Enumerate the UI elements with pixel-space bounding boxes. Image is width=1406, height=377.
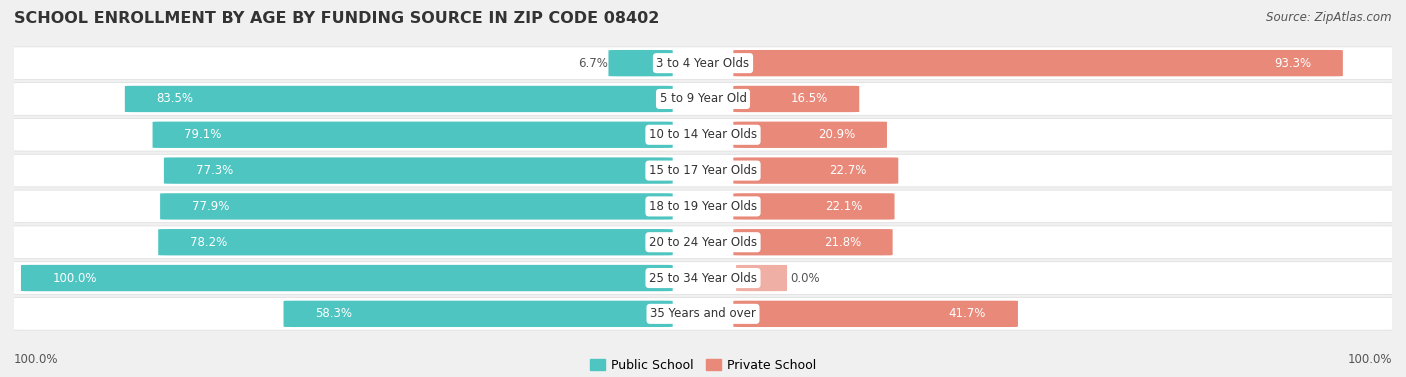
FancyBboxPatch shape	[4, 226, 1402, 259]
FancyBboxPatch shape	[734, 86, 859, 112]
FancyBboxPatch shape	[4, 262, 1402, 294]
FancyBboxPatch shape	[4, 118, 1402, 151]
Text: 6.7%: 6.7%	[579, 57, 609, 70]
FancyBboxPatch shape	[4, 154, 1402, 187]
FancyBboxPatch shape	[4, 297, 1402, 330]
FancyBboxPatch shape	[734, 301, 1018, 327]
Text: 79.1%: 79.1%	[184, 128, 222, 141]
Text: 22.1%: 22.1%	[825, 200, 863, 213]
Text: 83.5%: 83.5%	[156, 92, 194, 106]
FancyBboxPatch shape	[153, 122, 672, 148]
FancyBboxPatch shape	[4, 190, 1402, 223]
Text: 16.5%: 16.5%	[790, 92, 828, 106]
Text: 3 to 4 Year Olds: 3 to 4 Year Olds	[657, 57, 749, 70]
FancyBboxPatch shape	[4, 47, 1402, 80]
FancyBboxPatch shape	[21, 265, 672, 291]
FancyBboxPatch shape	[284, 301, 672, 327]
FancyBboxPatch shape	[4, 83, 1402, 115]
Text: 100.0%: 100.0%	[1347, 353, 1392, 366]
FancyBboxPatch shape	[125, 86, 672, 112]
Text: 93.3%: 93.3%	[1274, 57, 1312, 70]
Text: Source: ZipAtlas.com: Source: ZipAtlas.com	[1267, 11, 1392, 24]
FancyBboxPatch shape	[737, 265, 787, 291]
Text: 5 to 9 Year Old: 5 to 9 Year Old	[659, 92, 747, 106]
Text: 15 to 17 Year Olds: 15 to 17 Year Olds	[650, 164, 756, 177]
Text: 58.3%: 58.3%	[315, 307, 353, 320]
Text: 20 to 24 Year Olds: 20 to 24 Year Olds	[650, 236, 756, 249]
Text: 18 to 19 Year Olds: 18 to 19 Year Olds	[650, 200, 756, 213]
Text: 100.0%: 100.0%	[52, 271, 97, 285]
FancyBboxPatch shape	[159, 229, 672, 255]
FancyBboxPatch shape	[734, 50, 1343, 76]
Text: 0.0%: 0.0%	[790, 271, 820, 285]
Text: 77.3%: 77.3%	[195, 164, 233, 177]
Text: 22.7%: 22.7%	[830, 164, 866, 177]
Text: 100.0%: 100.0%	[14, 353, 59, 366]
FancyBboxPatch shape	[160, 193, 672, 219]
FancyBboxPatch shape	[734, 158, 898, 184]
Text: 41.7%: 41.7%	[949, 307, 986, 320]
FancyBboxPatch shape	[609, 50, 672, 76]
Text: 35 Years and over: 35 Years and over	[650, 307, 756, 320]
Text: 20.9%: 20.9%	[818, 128, 855, 141]
FancyBboxPatch shape	[734, 193, 894, 219]
FancyBboxPatch shape	[734, 229, 893, 255]
FancyBboxPatch shape	[165, 158, 672, 184]
Text: SCHOOL ENROLLMENT BY AGE BY FUNDING SOURCE IN ZIP CODE 08402: SCHOOL ENROLLMENT BY AGE BY FUNDING SOUR…	[14, 11, 659, 26]
FancyBboxPatch shape	[734, 122, 887, 148]
Text: 10 to 14 Year Olds: 10 to 14 Year Olds	[650, 128, 756, 141]
Text: 77.9%: 77.9%	[191, 200, 229, 213]
Legend: Public School, Private School: Public School, Private School	[585, 354, 821, 377]
Text: 21.8%: 21.8%	[824, 236, 860, 249]
Text: 78.2%: 78.2%	[190, 236, 228, 249]
Text: 25 to 34 Year Olds: 25 to 34 Year Olds	[650, 271, 756, 285]
